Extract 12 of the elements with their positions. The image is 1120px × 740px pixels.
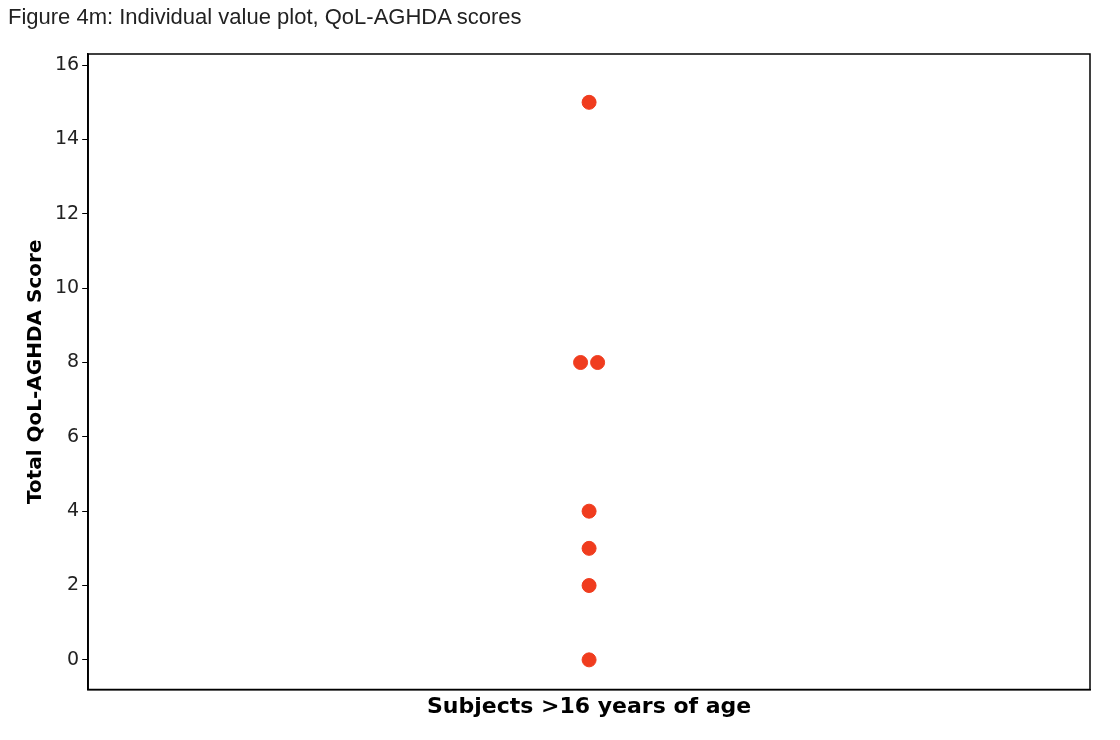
y-tick-label: 14 bbox=[54, 126, 80, 149]
y-tick-label: 16 bbox=[54, 52, 80, 75]
y-tick-label: 8 bbox=[67, 349, 80, 372]
y-tick-label: 0 bbox=[67, 646, 80, 669]
y-tick-label: 2 bbox=[67, 572, 80, 595]
chart-title: Figure 4m: Individual value plot, QoL-AGHDA scores bbox=[7, 3, 523, 31]
y-tick-label: 12 bbox=[54, 200, 80, 223]
x-axis-title: Subjects >16 years of age bbox=[426, 692, 752, 718]
y-axis-title: Total QoL-AGHDA Score bbox=[22, 239, 47, 505]
y-tick-label: 6 bbox=[67, 423, 80, 446]
y-tick-label: 4 bbox=[67, 498, 80, 521]
y-tick-label: 10 bbox=[54, 275, 80, 298]
